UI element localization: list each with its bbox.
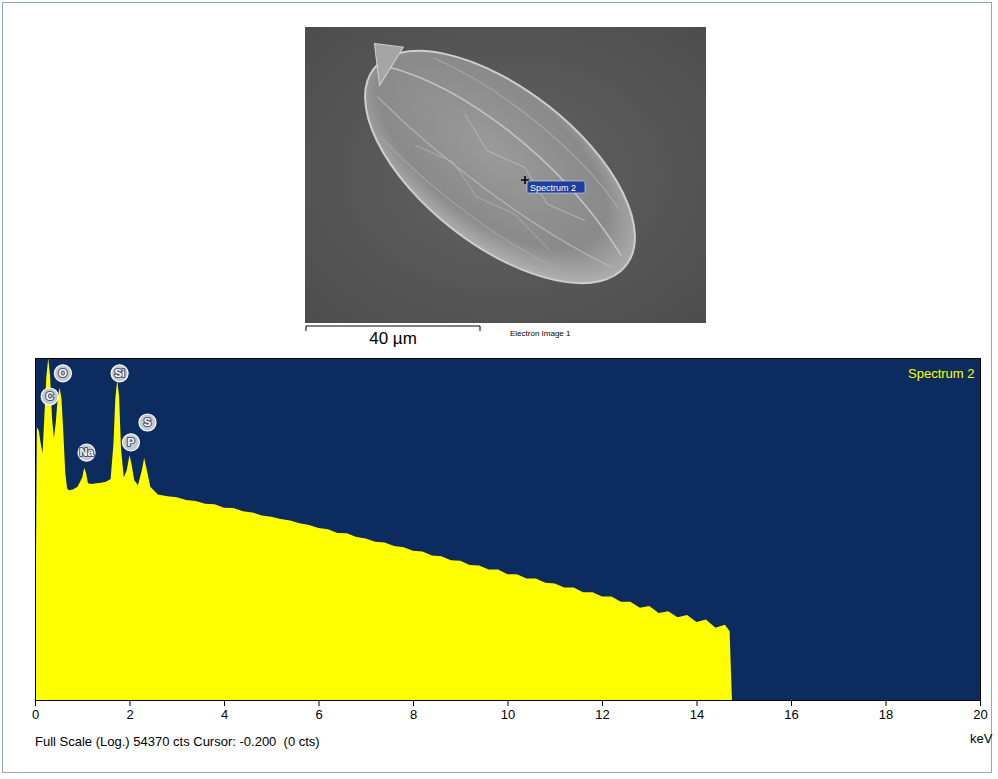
svg-text:S: S bbox=[144, 416, 151, 428]
svg-text:20: 20 bbox=[973, 707, 987, 722]
svg-text:C: C bbox=[46, 390, 54, 402]
svg-text:8: 8 bbox=[410, 707, 417, 722]
svg-text:O: O bbox=[59, 367, 68, 379]
svg-text:6: 6 bbox=[315, 707, 322, 722]
svg-text:40 µm: 40 µm bbox=[369, 329, 417, 348]
svg-text:P: P bbox=[127, 436, 134, 448]
svg-text:10: 10 bbox=[501, 707, 515, 722]
svg-text:18: 18 bbox=[879, 707, 893, 722]
svg-text:Na: Na bbox=[79, 446, 94, 458]
svg-text:Si: Si bbox=[114, 367, 124, 379]
html-text:Full Scale (Log.) 54370 cts Cu: Full Scale (Log.) 54370 cts Cursor: -0.2… bbox=[35, 734, 320, 749]
svg-text:12: 12 bbox=[595, 707, 609, 722]
svg-text:2: 2 bbox=[126, 707, 133, 722]
svg-text:keV: keV bbox=[970, 731, 993, 746]
svg-text:14: 14 bbox=[690, 707, 704, 722]
svg-text:Spectrum 2: Spectrum 2 bbox=[908, 366, 974, 381]
svg-text:Electron Image 1: Electron Image 1 bbox=[510, 329, 571, 338]
svg-text:16: 16 bbox=[784, 707, 798, 722]
svg-text:0: 0 bbox=[32, 707, 39, 722]
svg-text:Spectrum 2: Spectrum 2 bbox=[530, 183, 576, 193]
svg-text:4: 4 bbox=[221, 707, 228, 722]
